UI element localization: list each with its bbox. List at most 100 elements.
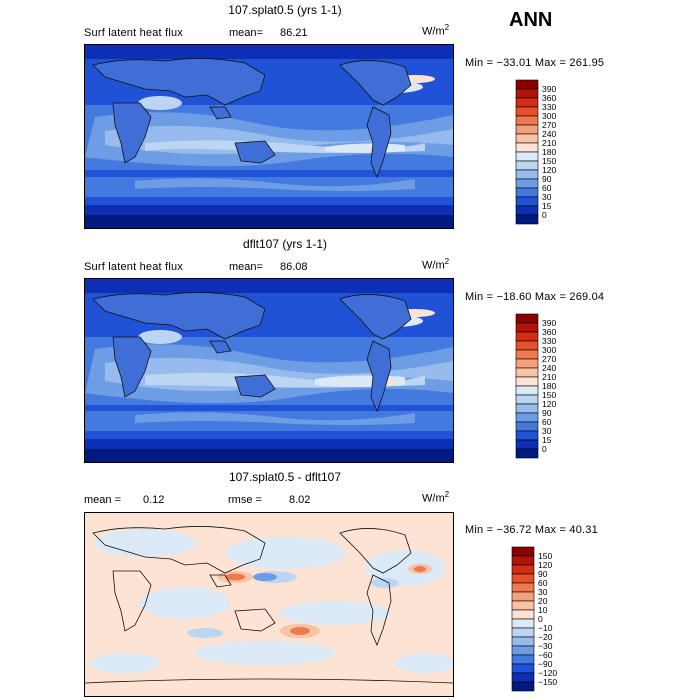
panel-2-mean-label: mean=: [229, 261, 263, 273]
panel-1-colorbar-box-9: [515, 160, 539, 171]
panel-2-colorbar-tick-label: 30: [542, 426, 552, 436]
panel-1-colorbar-box-11: [515, 178, 539, 189]
panel-1-colorbar-box-0: [515, 79, 539, 90]
panel-3-map: [84, 512, 454, 697]
panel-2-colorbar-box-11: [515, 412, 539, 423]
panel-3-rmse-label: rmse =: [228, 494, 262, 506]
panel-1-colorbar-box-8: [515, 151, 539, 162]
panel-3-title: 107.splat0.5 - dflt107: [228, 470, 342, 484]
panel-2-colorbar: 390 360 330 300 270 240 210 180 150 120 90 60 30 15 0: [515, 313, 576, 459]
panel-1-colorbar-box-7: [515, 142, 539, 153]
panel-1-colorbar-box-1: [515, 88, 539, 99]
panel-3-rmse-value: 8.02: [289, 494, 311, 506]
panel-3-mean-value: 0.12: [143, 494, 165, 506]
panel-2-colorbar-box-7: [515, 376, 539, 387]
panel-1-colorbar-tick-label: 90: [542, 174, 552, 184]
panel-2-colorbar-box-6: [515, 367, 539, 378]
panel-1-colorbar-tick-label: 120: [542, 165, 556, 175]
panel-1-colorbar-box-13: [515, 196, 539, 207]
panel-2-colorbar-tick-label: 240: [542, 363, 556, 373]
panel-3-colorbar-tick-label: 20: [538, 596, 548, 606]
panel-1-title: 107.splat0.5 (yrs 1-1): [228, 3, 342, 17]
panel-3-mean-label: mean =: [84, 494, 121, 506]
panel-3-colorbar-tick-label: −90: [538, 659, 553, 669]
panel-2-colorbar-tick-label: 120: [542, 399, 556, 409]
panel-1-map: [84, 44, 454, 229]
panel-1-colorbar-tick-label: 30: [542, 192, 552, 202]
panel-3-colorbar-box-0: [511, 546, 535, 557]
panel-3-colorbar-tick-label: 60: [538, 578, 548, 588]
panel-1-colorbar-box-10: [515, 169, 539, 180]
panel-3-colorbar-tick-label: −120: [538, 668, 557, 678]
panel-3-colorbar-tick-label: 120: [538, 560, 552, 570]
panel-2-colorbar-box-9: [515, 394, 539, 405]
panel-3-colorbar-box-2: [511, 564, 535, 575]
panel-2-colorbar-tick-label: 270: [542, 354, 556, 364]
panel-1-colorbar-tick-label: 270: [542, 120, 556, 130]
panel-3-colorbar-box-4: [511, 582, 535, 593]
panel-1-colorbar-tick-label: 210: [542, 138, 556, 148]
panel-2-colorbar-tick-label: 60: [542, 417, 552, 427]
panel-3-colorbar-box-14: [511, 672, 535, 683]
panel-2-variable-label: Surf latent heat flux: [84, 261, 183, 273]
panel-3-units: W/m2: [422, 490, 450, 505]
panel-1-colorbar-tick-label: 240: [542, 129, 556, 139]
panel-2-map: [84, 278, 454, 463]
panel-3-colorbar-box-10: [511, 636, 535, 647]
panel-3-minmax: Min = −36.72 Max = 40.31: [465, 524, 598, 536]
panel-3-colorbar-tick-label: −10: [538, 623, 553, 633]
panel-2-colorbar-tick-label: 360: [542, 327, 556, 337]
panel-1-colorbar-box-2: [515, 97, 539, 108]
panel-2-colorbar-box-3: [515, 340, 539, 351]
panel-2-colorbar-tick-label: 330: [542, 336, 556, 346]
panel-1-minmax: Min = −33.01 Max = 261.95: [465, 57, 605, 69]
panel-3-colorbar-box-9: [511, 627, 535, 638]
panel-1-colorbar-box-15: [515, 214, 539, 225]
panel-1-field-svg: [85, 45, 453, 228]
panel-1-colorbar-box-3: [515, 106, 539, 117]
panel-2-colorbar-tick-label: 210: [542, 372, 556, 382]
panel-3-colorbar-box-1: [511, 555, 535, 566]
panel-2-colorbar-box-4: [515, 349, 539, 360]
panel-2-mean-value: 86.08: [280, 261, 308, 273]
panel-1-colorbar-box-4: [515, 115, 539, 126]
panel-2-colorbar-box-2: [515, 331, 539, 342]
panel-2-colorbar-tick-label: 390: [542, 318, 556, 328]
panel-1-units: W/m2: [422, 23, 450, 38]
panel-3-colorbar-box-15: [511, 681, 535, 692]
panel-1-colorbar-tick-label: 60: [542, 183, 552, 193]
panel-1-variable-label: Surf latent heat flux: [84, 27, 183, 39]
panel-1-colorbar-box-5: [515, 124, 539, 135]
panel-1-colorbar-box-14: [515, 205, 539, 216]
panel-1-mean-value: 86.21: [280, 27, 308, 39]
panel-2-colorbar-box-15: [515, 448, 539, 459]
panel-1-colorbar: 390 360 330 300 270 240 210 180 150 120 90 60 30 15 0: [515, 79, 576, 225]
panel-3-diff-svg: [85, 513, 453, 696]
panel-1-colorbar-box-12: [515, 187, 539, 198]
panel-3-colorbar: 150 120 90 60 30 20 10 0 −10 −20 −30 −60 −90 −120 −150: [511, 546, 576, 692]
panel-3-colorbar-tick-label: −150: [538, 677, 557, 687]
season-label: ANN: [509, 9, 553, 31]
panel-1-colorbar-tick-label: 0: [542, 210, 547, 220]
panel-3-colorbar-tick-label: 10: [538, 605, 548, 615]
panel-3-colorbar-box-11: [511, 645, 535, 656]
panel-3-colorbar-tick-label: 0: [538, 614, 543, 624]
panel-1-colorbar-tick-label: 300: [542, 111, 556, 121]
panel-2-colorbar-box-0: [515, 313, 539, 324]
panel-2-colorbar-tick-label: 180: [542, 381, 556, 391]
panel-2-colorbar-box-14: [515, 439, 539, 450]
panel-3-colorbar-box-13: [511, 663, 535, 674]
panel-2-colorbar-tick-label: 150: [542, 390, 556, 400]
panel-3-colorbar-box-12: [511, 654, 535, 665]
panel-2-colorbar-box-12: [515, 421, 539, 432]
panel-1-colorbar-tick-label: 330: [542, 102, 556, 112]
panel-2-units: W/m2: [422, 257, 450, 272]
panel-2-colorbar-tick-label: 300: [542, 345, 556, 355]
panel-3-colorbar-tick-label: 90: [538, 569, 548, 579]
panel-3-colorbar-tick-label: −60: [538, 650, 553, 660]
panel-1-colorbar-tick-label: 390: [542, 84, 556, 94]
panel-2-title: dflt107 (yrs 1-1): [242, 237, 328, 251]
panel-3-colorbar-box-3: [511, 573, 535, 584]
